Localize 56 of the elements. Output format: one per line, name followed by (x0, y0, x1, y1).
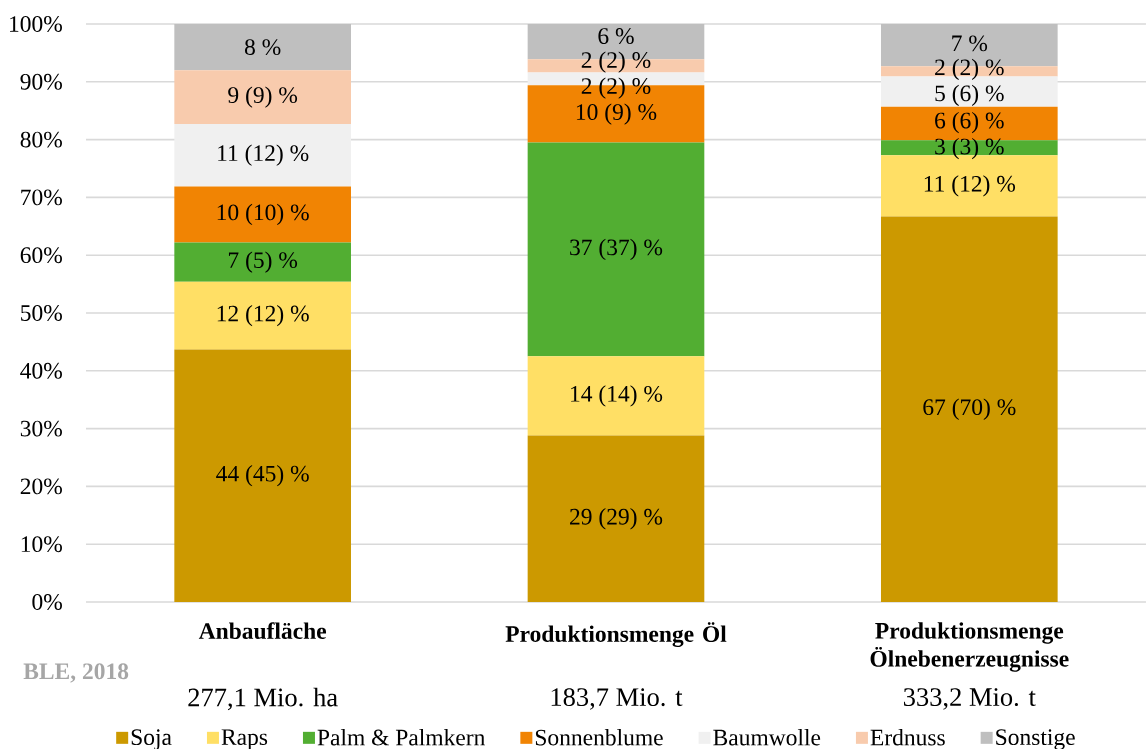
legend-label: Palm & Palmkern (317, 728, 485, 746)
bar (174, 23, 351, 71)
y-tick-label: 100% (10, 16, 62, 32)
x-tick-label: Produktionsmenge Öl (505, 622, 727, 647)
data-label: 12 (12) % (217, 304, 309, 327)
x-tick-label: Anbaufläche (198, 622, 327, 640)
bar (174, 123, 351, 187)
legend-label: Sonstige (996, 729, 1075, 749)
data-label: 9 (9) % (228, 86, 298, 108)
y-tick-label: 0% (32, 594, 62, 610)
bar (174, 186, 351, 243)
data-label: 5 (6) % (935, 84, 1004, 107)
y-tick-label: 30% (20, 420, 62, 437)
y-tick-label: 60% (20, 247, 62, 264)
bar (527, 435, 705, 602)
text: BLE, 2018 (23, 663, 129, 683)
data-label: 2 (2) % (581, 51, 651, 73)
text: 277,1 Mio. ha (188, 687, 338, 711)
x-tick-label: Produktionsmenge Ölnebenerzeugnisse (870, 622, 1069, 672)
data-label: 7 % (952, 35, 988, 52)
data-label: 8 % (244, 39, 281, 56)
y-tick-label: 10% (21, 536, 62, 553)
bar (174, 349, 351, 602)
legend-label: Erdnuss (870, 728, 945, 746)
bar (174, 281, 351, 350)
legend-label: Sonnenblume (535, 728, 663, 746)
legend-label: Baumwolle (713, 728, 821, 746)
legend-label: Soja (131, 729, 172, 749)
data-label: 10 (9) % (576, 103, 657, 125)
y-tick-label: 40% (20, 362, 62, 379)
data-label: 44 (45) % (216, 465, 309, 487)
bar (880, 216, 1058, 602)
data-label: 2 (2) % (935, 58, 1004, 81)
data-label: 14 (14) % (571, 385, 663, 407)
legend-label: Raps (221, 729, 268, 749)
bar (174, 70, 351, 124)
bar (527, 356, 705, 436)
data-label: 3 (3) % (935, 137, 1004, 160)
data-label: 7 (5) % (228, 251, 298, 273)
y-tick-label: 70% (21, 189, 62, 206)
bar (527, 142, 705, 357)
data-label: 10 (10) % (217, 203, 309, 226)
y-tick-label: 80% (20, 131, 62, 148)
data-label: 67 (70) % (923, 398, 1016, 420)
text: 333,2 Mio. t (903, 688, 1036, 710)
data-label: 11 (12) % (924, 175, 1016, 197)
data-label: 29 (29) % (570, 508, 663, 530)
data-label: 6 % (598, 28, 634, 45)
data-label: 37 (37) % (570, 238, 663, 261)
y-tick-label: 50% (21, 305, 62, 321)
text: 183,7 Mio. t (551, 688, 683, 710)
bar (174, 242, 351, 282)
y-tick-label: 20% (20, 478, 62, 495)
data-label: 11 (12) % (218, 144, 309, 166)
data-label: 6 (6) % (935, 111, 1004, 134)
y-tick-label: 90% (20, 73, 62, 90)
